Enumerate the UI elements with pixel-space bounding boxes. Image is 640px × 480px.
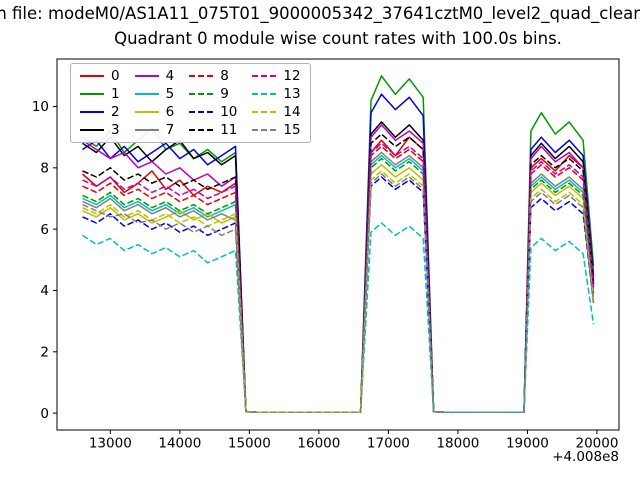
series-line-11: [82, 133, 595, 413]
legend-label: 0: [111, 68, 120, 84]
x-tick-label: 14000: [158, 436, 201, 452]
x-tick-label: 15000: [228, 436, 271, 452]
y-tick-label: 2: [40, 345, 49, 361]
legend-label: 2: [111, 104, 120, 120]
series-line-10: [82, 176, 595, 413]
legend-label: 13: [283, 86, 301, 102]
legend-line-swatch: [80, 111, 104, 113]
legend-label: 15: [283, 122, 301, 138]
axes-frame: [56, 58, 620, 431]
legend-label: 14: [283, 104, 301, 120]
legend-label: 9: [220, 86, 229, 102]
legend-column: 4 5 6 7: [134, 68, 175, 138]
x-tick-label: 17000: [367, 436, 410, 452]
legend-label: 11: [220, 122, 238, 138]
y-tick-label: 4: [40, 283, 49, 299]
suptitle: n file: modeM0/AS1A11_075T01_9000005342_…: [0, 4, 640, 23]
legend-item-14: 14: [252, 104, 301, 120]
legend-label: 5: [165, 86, 175, 102]
legend-item-11: 11: [189, 123, 237, 137]
series-line-12: [82, 142, 595, 413]
legend-column: 0 1 2 3: [80, 69, 120, 137]
legend: 0 1 2 3 4 5 6 7 8 9 10 11 12 13 14 15: [70, 63, 311, 143]
series-line-8: [82, 145, 595, 413]
legend-item-3: 3: [80, 123, 120, 137]
chart-title: Quadrant 0 module wise count rates with …: [114, 29, 562, 48]
legend-item-15: 15: [252, 122, 301, 138]
y-tick-label: 0: [40, 406, 49, 422]
legend-label: 3: [111, 122, 120, 138]
legend-line-swatch: [134, 93, 159, 95]
legend-line-swatch: [252, 93, 277, 95]
legend-line-swatch: [80, 129, 104, 131]
legend-line-swatch: [189, 75, 214, 77]
series-line-5: [82, 154, 595, 413]
legend-column: 12 13 14 15: [252, 68, 301, 138]
legend-item-10: 10: [189, 105, 237, 119]
x-tick-label: 18000: [436, 436, 479, 452]
series-line-0: [82, 136, 595, 413]
x-tick-label: 19000: [506, 436, 549, 452]
legend-line-swatch: [80, 75, 104, 77]
y-tick-label: 6: [40, 222, 49, 238]
legend-column: 8 9 10 11: [189, 69, 237, 137]
series-line-3: [82, 121, 595, 413]
legend-label: 12: [283, 68, 301, 84]
legend-line-swatch: [134, 75, 159, 77]
legend-item-7: 7: [134, 122, 175, 138]
legend-item-0: 0: [80, 69, 120, 83]
legend-item-4: 4: [134, 68, 175, 84]
legend-item-12: 12: [252, 68, 301, 84]
y-tick-label: 10: [32, 99, 49, 115]
legend-item-8: 8: [189, 69, 237, 83]
legend-line-swatch: [252, 129, 277, 131]
series-line-6: [82, 164, 595, 413]
legend-line-swatch: [189, 111, 214, 113]
series-line-9: [82, 157, 595, 413]
legend-label: 6: [165, 104, 175, 120]
legend-item-2: 2: [80, 105, 120, 119]
legend-line-swatch: [134, 129, 159, 131]
legend-line-swatch: [189, 93, 214, 95]
legend-label: 8: [220, 68, 229, 84]
legend-label: 1: [111, 86, 120, 102]
legend-item-9: 9: [189, 87, 237, 101]
legend-line-swatch: [134, 111, 159, 113]
legend-line-swatch: [252, 111, 277, 113]
legend-line-swatch: [80, 93, 104, 95]
legend-item-5: 5: [134, 86, 175, 102]
x-tick-label: 20000: [575, 436, 618, 452]
y-tick-label: 8: [40, 161, 49, 177]
legend-item-13: 13: [252, 86, 301, 102]
legend-item-1: 1: [80, 87, 120, 101]
legend-line-swatch: [189, 129, 214, 131]
legend-label: 7: [165, 122, 175, 138]
x-tick-label: 16000: [297, 436, 340, 452]
series-line-7: [82, 151, 595, 413]
x-axis-offset-label: +4.008e8: [552, 449, 619, 465]
series-line-15: [82, 173, 595, 413]
legend-label: 4: [165, 68, 175, 84]
legend-item-6: 6: [134, 104, 175, 120]
x-tick-label: 13000: [89, 436, 132, 452]
legend-label: 10: [220, 104, 238, 120]
series-line-13: [82, 222, 595, 413]
series-line-4: [82, 124, 595, 413]
legend-line-swatch: [252, 75, 277, 77]
